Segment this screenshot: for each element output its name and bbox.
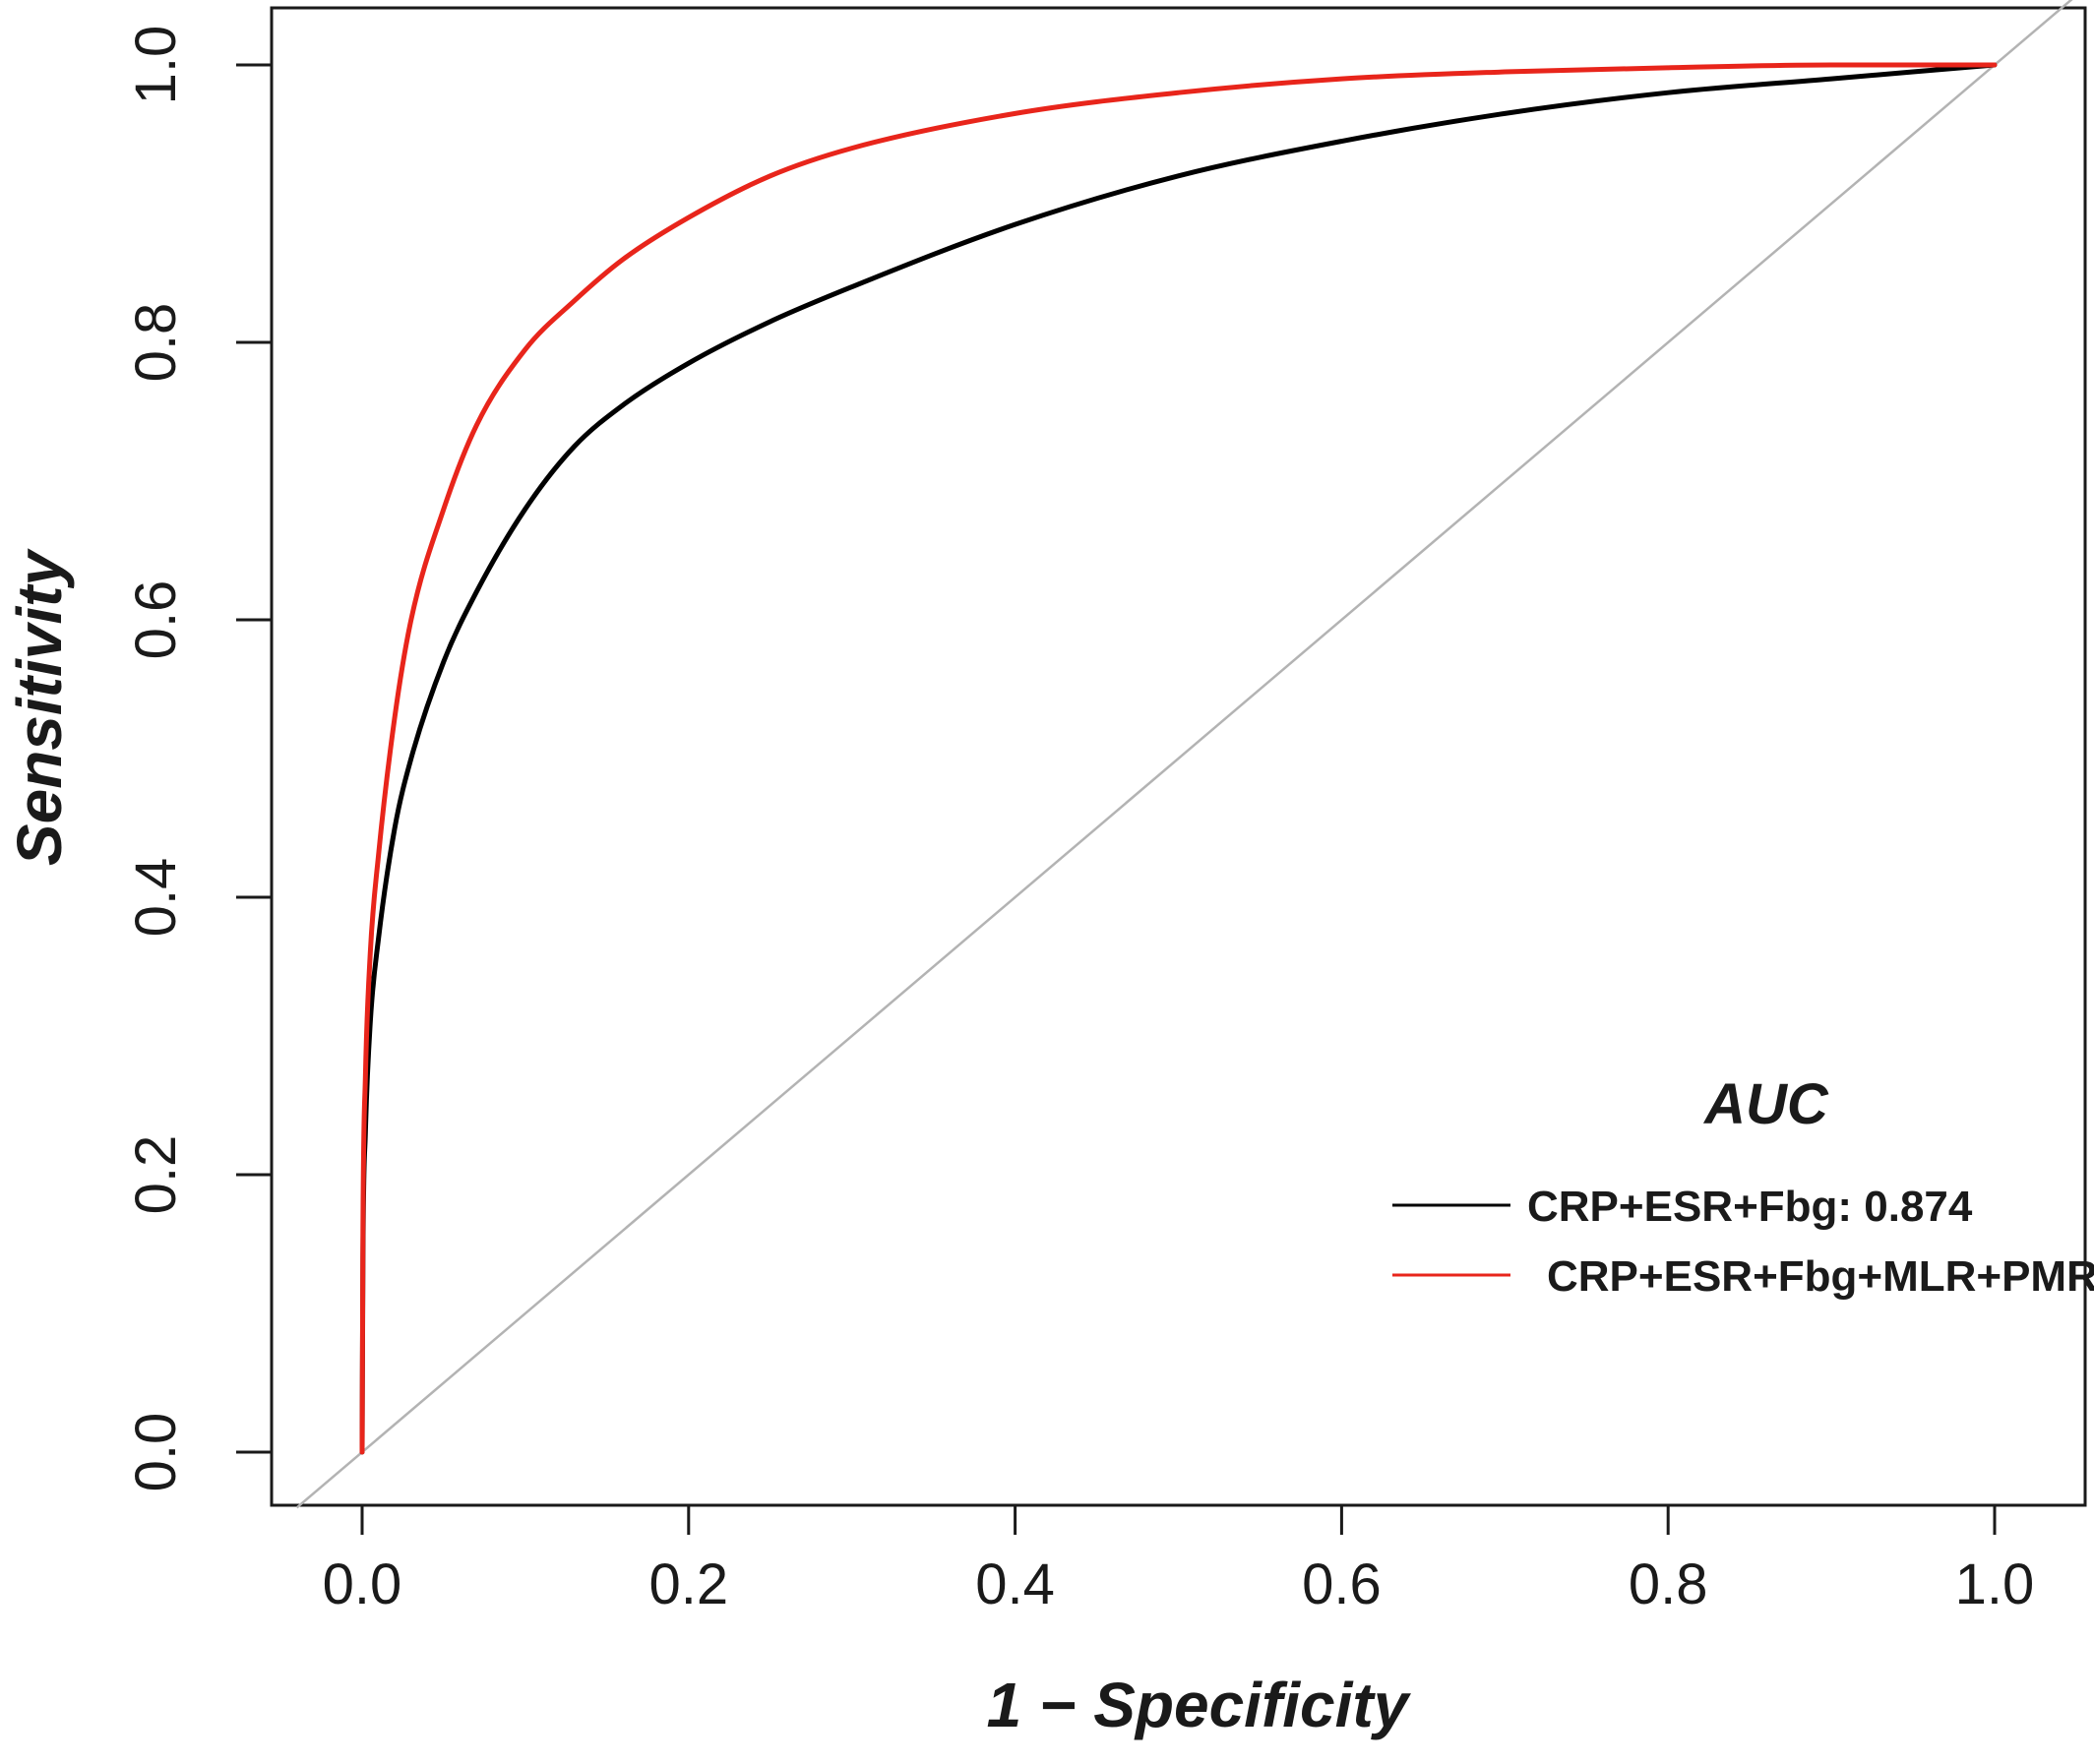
x-tick-label: 0.6 xyxy=(1302,1552,1382,1616)
reference-diagonal-line xyxy=(295,0,2073,1509)
roc-curve-series-0 xyxy=(359,62,1998,1455)
x-axis: 0.0 0.2 0.4 0.6 0.8 1.0 xyxy=(323,1503,2035,1616)
x-tick-label: 0.0 xyxy=(323,1552,402,1616)
legend-title: AUC xyxy=(1702,1072,1829,1136)
x-axis-title: 1 − Specificity xyxy=(987,1670,1412,1740)
y-tick-label: 0.0 xyxy=(124,1413,188,1492)
x-tick-label: 0.4 xyxy=(975,1552,1055,1616)
x-tick-label: 0.8 xyxy=(1629,1552,1708,1616)
y-tick-label: 1.0 xyxy=(124,26,188,105)
y-tick-label: 0.4 xyxy=(124,858,188,938)
y-axis-title: Sensitivity xyxy=(4,548,75,867)
x-tick-label: 0.2 xyxy=(648,1552,728,1616)
reference-diagonal-layer xyxy=(295,0,2073,1509)
x-tick-label: 1.0 xyxy=(1955,1552,2035,1616)
y-tick-label: 0.2 xyxy=(124,1135,188,1215)
y-tick-label: 0.8 xyxy=(124,303,188,383)
legend-label-series-0: CRP+ESR+Fbg: 0.874 xyxy=(1527,1183,1973,1231)
series-layer xyxy=(359,62,1998,1455)
roc-curve-series-1 xyxy=(359,62,1998,1455)
y-axis: 0.0 0.2 0.4 0.6 0.8 1.0 xyxy=(124,26,274,1492)
y-tick-label: 0.6 xyxy=(124,580,188,660)
legend-label-series-1: CRP+ESR+Fbg+MLR+PMR: 0.927 xyxy=(1547,1252,2094,1301)
legend: AUC CRP+ESR+Fbg: 0.874 CRP+ESR+Fbg+MLR+P… xyxy=(1392,1072,2094,1301)
